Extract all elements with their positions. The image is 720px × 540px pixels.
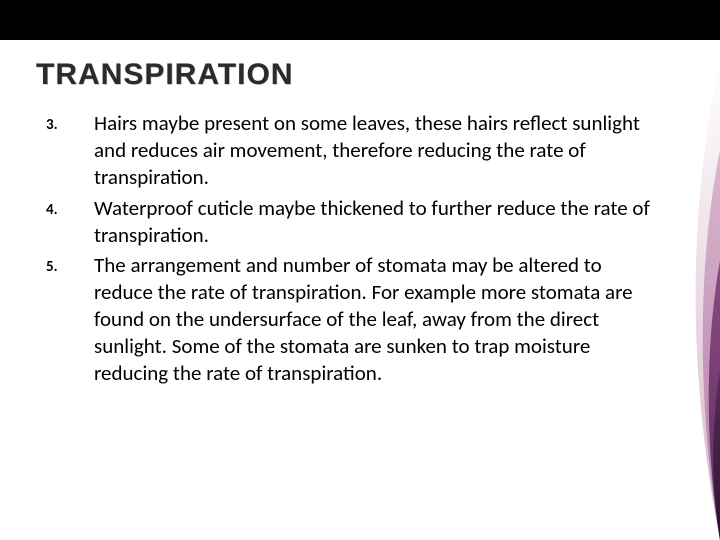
list-text: Waterproof cuticle maybe thickened to fu… [94,195,654,249]
slide-title: TRANSPIRATION [36,58,684,92]
list-number: 5. [46,252,94,276]
bullet-list: 3. Hairs maybe present on some leaves, t… [36,110,684,387]
list-number: 3. [46,110,94,134]
list-item: 3. Hairs maybe present on some leaves, t… [46,110,684,191]
slide-content: TRANSPIRATION 3. Hairs maybe present on … [0,40,720,387]
list-number: 4. [46,195,94,219]
top-bar [0,0,720,40]
list-item: 4. Waterproof cuticle maybe thickened to… [46,195,684,249]
list-item: 5. The arrangement and number of stomata… [46,252,684,386]
list-text: The arrangement and number of stomata ma… [94,252,654,386]
list-text: Hairs maybe present on some leaves, thes… [94,110,654,191]
